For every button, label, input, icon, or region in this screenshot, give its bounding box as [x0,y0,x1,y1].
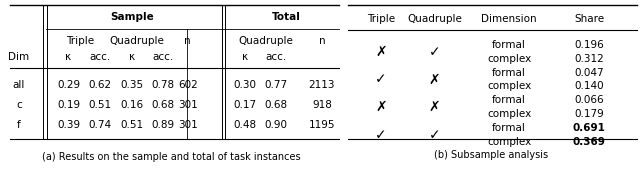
Text: formal: formal [492,67,526,78]
Text: 918: 918 [312,100,332,110]
Text: 0.19: 0.19 [57,100,80,110]
Text: ✗: ✗ [375,100,387,114]
Text: complex: complex [487,137,531,147]
Text: 602: 602 [178,79,198,90]
Text: 0.29: 0.29 [57,79,80,90]
Text: acc.: acc. [153,52,174,63]
Text: Quadruple: Quadruple [407,14,462,24]
Text: all: all [13,79,25,90]
Text: ✓: ✓ [375,128,387,142]
Text: n: n [319,35,325,46]
Text: ✓: ✓ [375,73,387,86]
Text: 0.78: 0.78 [152,79,175,90]
Text: 0.369: 0.369 [573,137,606,147]
Text: Dimension: Dimension [481,14,537,24]
Text: 0.066: 0.066 [575,95,604,105]
Text: ✗: ✗ [375,45,387,59]
Text: 0.48: 0.48 [233,120,257,130]
Text: Share: Share [574,14,604,24]
Text: formal: formal [492,40,526,50]
Text: 0.140: 0.140 [575,81,604,91]
Text: Total: Total [271,12,300,22]
Text: 1195: 1195 [308,120,335,130]
Text: 301: 301 [178,100,198,110]
Text: 0.74: 0.74 [88,120,111,130]
Text: 0.30: 0.30 [234,79,256,90]
Text: 0.691: 0.691 [573,123,606,133]
Text: f: f [17,120,20,130]
Text: Triple: Triple [67,35,95,46]
Text: 0.68: 0.68 [152,100,175,110]
Text: 301: 301 [178,120,198,130]
Text: Quadruple: Quadruple [109,35,164,46]
Text: formal: formal [492,123,526,133]
Text: complex: complex [487,54,531,64]
Text: Sample: Sample [110,12,154,22]
Text: 0.17: 0.17 [233,100,257,110]
Text: 2113: 2113 [308,79,335,90]
Text: 0.89: 0.89 [152,120,175,130]
Text: 0.51: 0.51 [120,120,143,130]
Text: ✓: ✓ [429,45,440,59]
Text: 0.196: 0.196 [575,40,604,50]
Text: 0.39: 0.39 [57,120,80,130]
Text: n: n [184,35,191,46]
Text: Triple: Triple [367,14,395,24]
Text: 0.68: 0.68 [265,100,288,110]
Text: 0.35: 0.35 [120,79,143,90]
Text: 0.16: 0.16 [120,100,143,110]
Text: Quadruple: Quadruple [238,35,292,46]
Text: ✓: ✓ [429,128,440,142]
Text: 0.51: 0.51 [88,100,111,110]
Text: 0.312: 0.312 [575,54,604,64]
Text: Dim: Dim [8,52,29,63]
Text: 0.90: 0.90 [265,120,288,130]
Text: 0.179: 0.179 [575,109,604,119]
Text: 0.047: 0.047 [575,67,604,78]
Text: 0.62: 0.62 [88,79,111,90]
Text: κ: κ [129,52,135,63]
Text: formal: formal [492,95,526,105]
Text: κ: κ [242,52,248,63]
Text: acc.: acc. [266,52,287,63]
Text: complex: complex [487,109,531,119]
Text: acc.: acc. [90,52,111,63]
Text: (b) Subsample analysis: (b) Subsample analysis [434,150,548,161]
Text: 0.77: 0.77 [265,79,288,90]
Text: (a) Results on the sample and total of task instances: (a) Results on the sample and total of t… [42,152,301,162]
Text: complex: complex [487,81,531,91]
Text: ✗: ✗ [429,100,440,114]
Text: ✗: ✗ [429,73,440,86]
Text: κ: κ [65,52,72,63]
Text: c: c [16,100,22,110]
